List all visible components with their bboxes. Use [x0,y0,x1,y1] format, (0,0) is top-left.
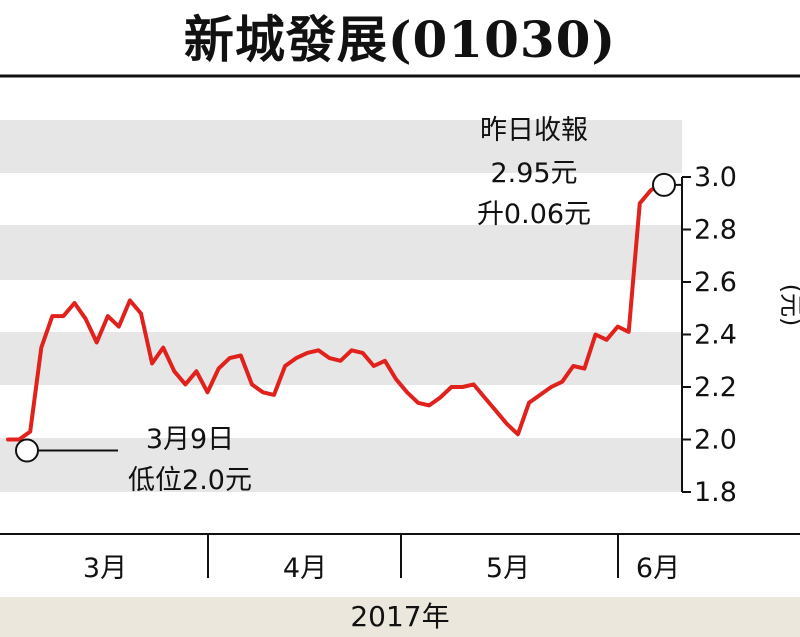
month-label: 4月 [283,553,327,584]
close-point-marker [652,172,676,197]
grid-band [0,225,682,280]
grid-band [0,438,682,492]
y-tick-label: 1.8 [694,477,737,508]
close-annotation-text: 升0.06元 [477,199,591,230]
y-tick-label: 3.0 [694,162,737,193]
y-tick-label: 2.6 [694,267,737,298]
grid-bands [0,120,682,492]
close-annotation-text: 2.95元 [490,158,577,189]
y-tick-label: 2.0 [694,425,737,456]
year-label: 2017年 [350,600,450,633]
unit-label: (元) [777,284,800,327]
year-bar: 2017年 [0,597,800,637]
low-annotation-text: 3月9日 [146,424,234,455]
stock-chart: 1.8 2.0 2.2 2.4 2.6 2.8 3.0 (元) 3月 4月 5月 6月 3月9日低… [0,74,800,584]
grid-band [0,120,682,173]
price-line [6,182,664,442]
low-point-marker [15,438,39,463]
month-labels: 3月 4月 5月 6月 [83,534,680,584]
y-tick-label: 2.4 [694,320,737,351]
month-label: 6月 [636,553,680,584]
y-tick-label: 2.8 [694,215,737,246]
low-annotation-text: 低位2.0元 [128,465,252,496]
y-tick-label: 2.2 [694,372,737,403]
month-label: 5月 [486,553,530,584]
close-annotation-text: 昨日收報 [480,115,588,146]
chart-title: 新城發展(01030) [183,10,617,69]
y-ticks: 1.8 2.0 2.2 2.4 2.6 2.8 3.0 [682,162,737,508]
month-label: 3月 [83,553,127,584]
